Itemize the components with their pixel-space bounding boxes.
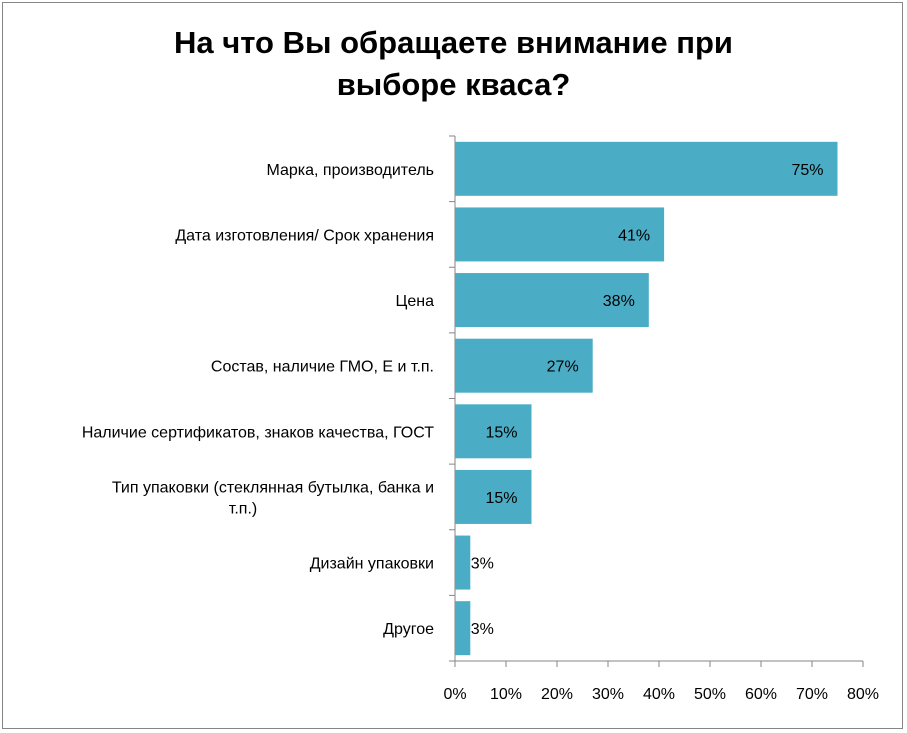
category-label: Цена bbox=[396, 293, 435, 310]
category-label: Состав, наличие ГМО, Е и т.п. bbox=[211, 359, 434, 376]
x-tick-label: 70% bbox=[796, 686, 828, 703]
bar bbox=[455, 535, 471, 590]
chart-title-line-2: выборе кваса? bbox=[336, 67, 571, 102]
category-label: Дизайн упаковки bbox=[310, 556, 434, 573]
x-tick-label: 50% bbox=[694, 686, 726, 703]
bar bbox=[455, 273, 649, 328]
x-tick-label: 80% bbox=[847, 686, 879, 703]
bar bbox=[455, 601, 471, 656]
data-label: 38% bbox=[603, 293, 635, 310]
category-label: Дата изготовления/ Срок хранения bbox=[175, 227, 434, 244]
data-label: 41% bbox=[618, 227, 650, 244]
x-tick-label: 10% bbox=[490, 686, 522, 703]
bar bbox=[455, 141, 838, 196]
bar bbox=[455, 207, 665, 262]
x-tick-label: 40% bbox=[643, 686, 675, 703]
x-tick-label: 30% bbox=[592, 686, 624, 703]
bar bbox=[455, 469, 532, 524]
data-label: 27% bbox=[547, 359, 579, 376]
bar bbox=[455, 338, 593, 393]
data-label: 3% bbox=[471, 621, 494, 638]
chart-title: На что Вы обращаете внимание при выборе … bbox=[0, 22, 907, 106]
x-tick-label: 60% bbox=[745, 686, 777, 703]
category-label: т.п.) bbox=[229, 500, 257, 517]
data-label: 3% bbox=[471, 556, 494, 573]
chart-title-line-1: На что Вы обращаете внимание при bbox=[174, 25, 733, 60]
bar bbox=[455, 404, 532, 459]
category-label: Наличие сертификатов, знаков качества, Г… bbox=[82, 424, 434, 441]
data-label: 15% bbox=[485, 424, 517, 441]
category-label: Тип упаковки (стеклянная бутылка, банка … bbox=[112, 479, 434, 496]
data-label: 15% bbox=[485, 490, 517, 507]
x-tick-label: 20% bbox=[541, 686, 573, 703]
data-label: 75% bbox=[791, 162, 823, 179]
x-tick-label: 0% bbox=[443, 686, 466, 703]
category-label: Марка, производитель bbox=[266, 162, 434, 179]
category-label: Другое bbox=[383, 621, 434, 638]
